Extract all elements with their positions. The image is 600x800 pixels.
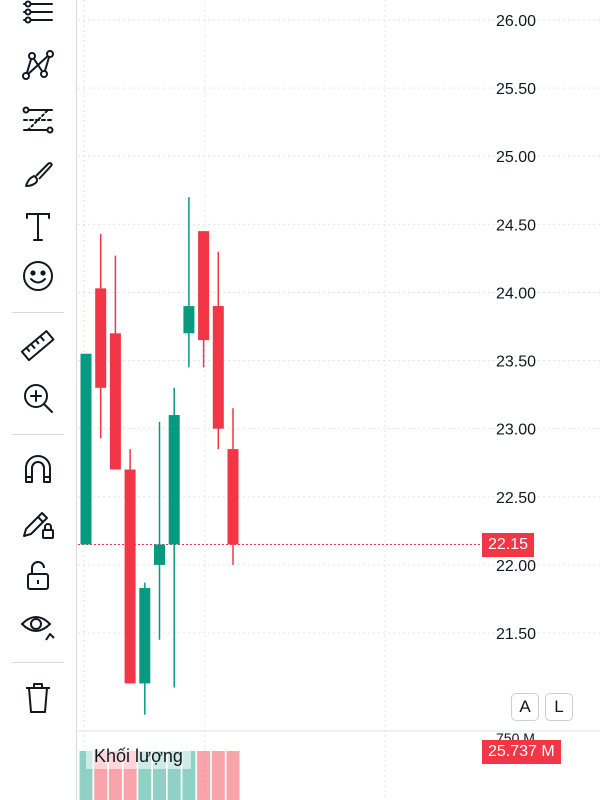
zoom-in-icon[interactable] xyxy=(12,376,64,420)
candle-body xyxy=(80,353,92,545)
drawing-toolbar xyxy=(0,0,77,800)
y-tick-label: 23.50 xyxy=(496,354,536,371)
candle[interactable] xyxy=(198,231,210,368)
lock-drawing-icon[interactable] xyxy=(12,502,64,546)
candle-body xyxy=(109,333,121,470)
candle-body xyxy=(124,469,136,684)
trash-icon[interactable] xyxy=(12,676,64,720)
emoji-icon[interactable] xyxy=(12,254,64,298)
candle[interactable] xyxy=(183,197,195,368)
candle-body xyxy=(139,588,151,684)
toolbar-divider xyxy=(12,312,64,313)
log-scale-button[interactable]: L xyxy=(545,693,573,721)
volume-label: Khối lượng xyxy=(86,744,191,769)
candle-body xyxy=(212,306,224,429)
text-icon[interactable] xyxy=(12,204,64,248)
ruler-icon[interactable] xyxy=(12,324,64,368)
y-tick-label: 23.00 xyxy=(496,422,536,439)
candle-body xyxy=(227,449,239,545)
candle[interactable] xyxy=(154,421,165,640)
auto-scale-button[interactable]: A xyxy=(511,693,539,721)
volume-bar xyxy=(226,751,240,800)
horizontal-lines-icon[interactable] xyxy=(12,0,64,34)
candle[interactable] xyxy=(95,233,107,439)
volume-bar xyxy=(197,751,211,800)
candle[interactable] xyxy=(227,408,239,565)
volume-last-badge: 25.737 M xyxy=(482,740,561,764)
toolbar-divider xyxy=(12,434,64,435)
pattern-icon[interactable] xyxy=(12,44,64,88)
y-tick-label: 24.50 xyxy=(496,217,536,234)
y-tick-label: 26.00 xyxy=(496,13,536,30)
candle[interactable] xyxy=(139,582,151,715)
candle-body xyxy=(168,415,180,545)
candle-body xyxy=(198,231,210,341)
y-tick-label: 25.50 xyxy=(496,81,536,98)
candle[interactable] xyxy=(80,353,92,545)
candle[interactable] xyxy=(124,449,136,684)
toolbar-divider xyxy=(12,662,64,663)
y-tick-label: 22.00 xyxy=(496,558,536,575)
candle-body xyxy=(183,306,195,334)
last-price-badge: 22.15 xyxy=(482,533,535,557)
candle-body xyxy=(95,288,107,388)
candle[interactable] xyxy=(109,255,121,470)
y-tick-label: 25.00 xyxy=(496,149,536,166)
y-tick-label: 24.00 xyxy=(496,285,536,302)
unlock-icon[interactable] xyxy=(12,554,64,598)
candle[interactable] xyxy=(212,251,224,450)
volume-bar xyxy=(211,751,225,800)
eye-icon[interactable] xyxy=(12,604,64,648)
magnet-icon[interactable] xyxy=(12,448,64,492)
candle[interactable] xyxy=(168,387,180,688)
y-tick-label: 22.50 xyxy=(496,490,536,507)
y-tick-label: 21.50 xyxy=(496,626,536,643)
fib-retracement-icon[interactable] xyxy=(12,98,64,142)
candle-body xyxy=(154,544,165,565)
brush-icon[interactable] xyxy=(12,152,64,196)
